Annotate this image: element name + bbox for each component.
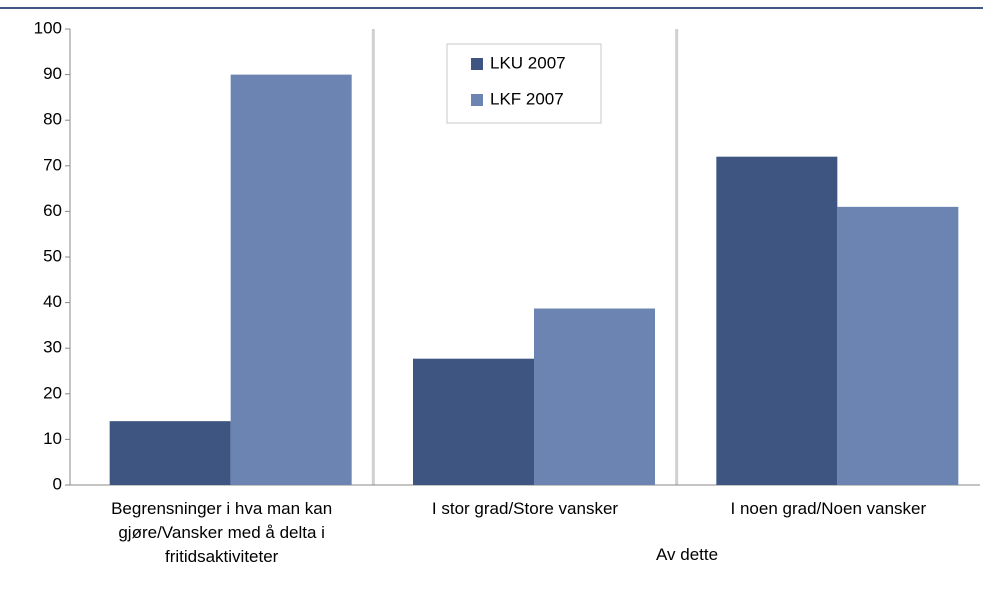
y-tick-label: 0	[53, 474, 62, 493]
legend-label: LKU 2007	[490, 53, 566, 72]
bar	[109, 421, 231, 485]
legend: LKU 2007 LKF 2007	[446, 43, 602, 124]
annotation: Av dette	[656, 545, 719, 564]
x-tick-label: Begrensninger i hva man kan gjøre/Vanske…	[111, 499, 333, 566]
y-tick-label: 90	[43, 64, 62, 83]
y-tick-label: 20	[43, 383, 62, 402]
bar	[230, 74, 352, 485]
legend-box	[446, 43, 602, 124]
legend-label: LKF 2007	[490, 89, 564, 108]
x-tick-label: I stor grad/Store vansker	[431, 499, 619, 518]
y-tick-label: 30	[43, 338, 62, 357]
y-tick-label: 50	[43, 246, 62, 265]
y-tick-label: 40	[43, 292, 62, 311]
y-tick-label: 80	[43, 110, 62, 129]
y-tick-label: 100	[34, 18, 62, 37]
y-tick-label: 10	[43, 429, 62, 448]
y-tick-label: 70	[43, 155, 62, 174]
bar	[716, 156, 838, 485]
x-tick-label: I noen grad/Noen vansker	[730, 499, 927, 518]
legend-swatch	[471, 94, 483, 106]
y-tick-label: 60	[43, 201, 62, 220]
bar	[413, 358, 534, 485]
bar	[837, 206, 959, 485]
bar	[534, 308, 655, 485]
legend-swatch	[471, 58, 483, 70]
